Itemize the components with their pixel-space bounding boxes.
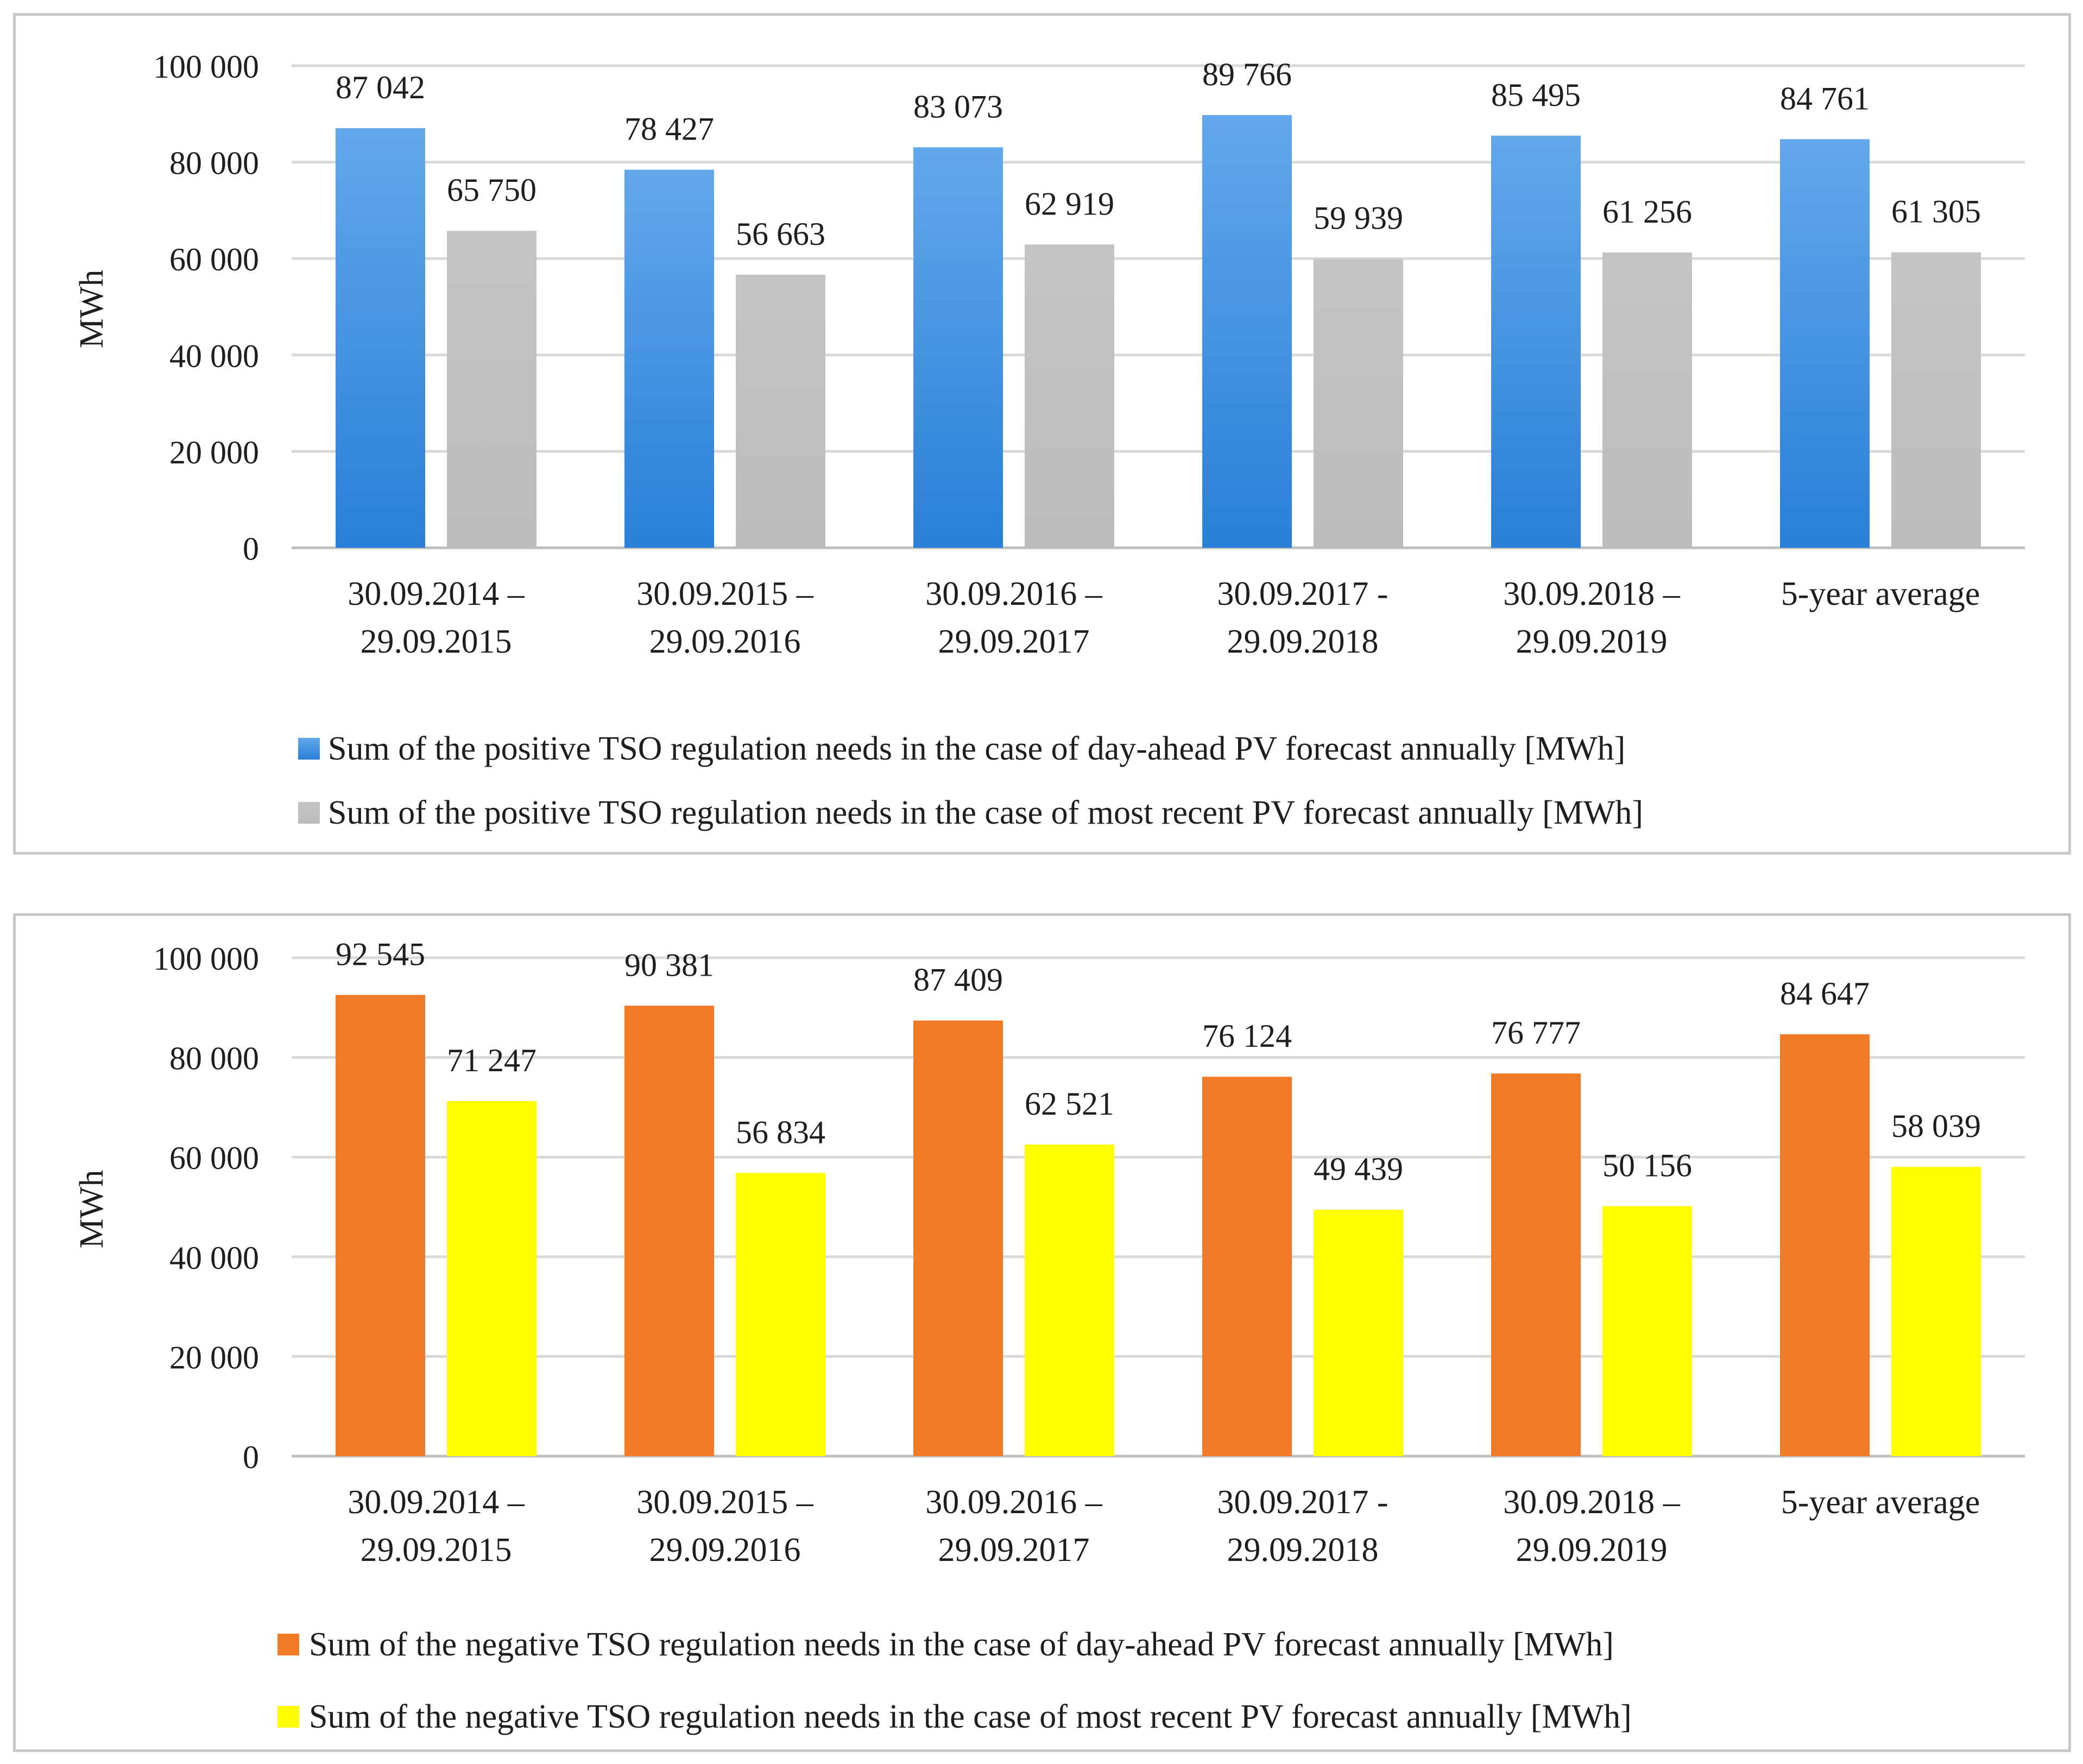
- x-category-label: 29.09.2017: [938, 623, 1090, 660]
- x-category-label: 30.09.2016 –: [925, 1484, 1103, 1521]
- x-category-label: 30.09.2016 –: [925, 576, 1103, 612]
- x-category-label: 29.09.2016: [649, 1532, 801, 1569]
- data-label: 92 545: [336, 936, 425, 972]
- data-label: 87 042: [336, 69, 425, 105]
- data-label: 76 124: [1202, 1018, 1292, 1054]
- bar-series-1: [1780, 1034, 1870, 1456]
- bar-series-2: [447, 1101, 536, 1456]
- y-tick-label: 40 000: [169, 1240, 259, 1276]
- x-category-label: 29.09.2019: [1516, 1532, 1668, 1569]
- data-label: 50 156: [1602, 1148, 1692, 1184]
- y-tick-label: 0: [243, 531, 259, 567]
- bar-series-2: [1025, 1145, 1114, 1456]
- legend-label: Sum of the negative TSO regulation needs…: [309, 1626, 1614, 1663]
- x-category-label: 30.09.2014 –: [348, 1484, 525, 1521]
- data-label: 58 039: [1891, 1108, 1981, 1144]
- data-label: 62 521: [1025, 1086, 1114, 1122]
- x-category-label: 30.09.2017 -: [1217, 1484, 1388, 1521]
- bar-series-1: [336, 128, 425, 548]
- y-tick-label: 60 000: [169, 1140, 259, 1176]
- x-category-label: 29.09.2016: [649, 623, 801, 660]
- x-category-label: 30.09.2018 –: [1503, 576, 1681, 612]
- positive-regulation-chart-panel: 0 20 000 40 000 60 000 80 000 100 000 MWh 87 04…: [13, 13, 2071, 855]
- data-label: 89 766: [1202, 56, 1292, 92]
- bar-series-2: [1025, 244, 1114, 548]
- data-label: 90 381: [624, 947, 714, 983]
- bar-series-1: [624, 169, 714, 548]
- bar-series-1: [1491, 135, 1581, 548]
- legend-label: Sum of the positive TSO regulation needs…: [328, 794, 1643, 831]
- bar-series-1: [336, 995, 425, 1456]
- positive-regulation-bar-chart: 0 20 000 40 000 60 000 80 000 100 000 MWh 87 04…: [73, 49, 2025, 831]
- legend-swatch: [298, 738, 320, 760]
- y-tick-label: 80 000: [169, 1041, 259, 1077]
- legend-swatch: [298, 802, 320, 824]
- legend-swatch: [277, 1634, 299, 1655]
- x-category-label: 30.09.2017 -: [1217, 576, 1388, 612]
- x-category-label: 29.09.2015: [361, 1532, 512, 1569]
- x-category-label: 5-year average: [1781, 576, 1980, 612]
- bar-series-1: [913, 1020, 1003, 1456]
- bar-series-1: [624, 1006, 714, 1456]
- data-label: 84 761: [1780, 80, 1870, 116]
- x-category-label: 30.09.2015 –: [636, 576, 814, 612]
- data-label: 87 409: [913, 962, 1003, 998]
- x-category-label: 29.09.2018: [1227, 623, 1379, 660]
- negative-regulation-bar-chart: 0 20 000 40 000 60 000 80 000 100 000 MWh 92 54…: [73, 936, 2025, 1735]
- bar-series-1: [1202, 1077, 1292, 1456]
- bar-series-2: [1314, 1210, 1403, 1456]
- x-category-label: 30.09.2018 –: [1503, 1484, 1681, 1521]
- legend-label: Sum of the negative TSO regulation needs…: [309, 1698, 1632, 1735]
- data-label: 61 256: [1602, 194, 1692, 230]
- bar-series-2: [1891, 252, 1981, 548]
- y-tick-label: 40 000: [169, 338, 259, 374]
- bar-series-1: [1491, 1073, 1581, 1456]
- bar-series-2: [1314, 258, 1403, 548]
- bar-series-1: [913, 147, 1003, 548]
- bar-series-2: [1891, 1167, 1981, 1456]
- negative-regulation-chart-panel: 0 20 000 40 000 60 000 80 000 100 000 MWh 92 54…: [13, 913, 2071, 1752]
- data-label: 83 073: [913, 88, 1003, 124]
- legend-label: Sum of the positive TSO regulation needs…: [328, 730, 1625, 767]
- bar-series-1: [1780, 139, 1870, 548]
- data-label: 56 834: [736, 1114, 825, 1150]
- bar-series-2: [1602, 252, 1692, 548]
- y-tick-label: 100 000: [153, 941, 259, 977]
- x-category-label: 29.09.2017: [938, 1532, 1090, 1569]
- x-category-label: 30.09.2014 –: [348, 576, 525, 612]
- y-tick-label: 20 000: [169, 434, 259, 470]
- y-tick-label: 100 000: [153, 49, 259, 85]
- data-label: 84 647: [1780, 976, 1870, 1011]
- data-label: 65 750: [447, 172, 536, 208]
- data-label: 71 247: [447, 1042, 536, 1078]
- data-label: 76 777: [1491, 1015, 1581, 1051]
- bar-series-2: [1602, 1206, 1692, 1456]
- data-label: 85 495: [1491, 77, 1581, 113]
- data-label: 56 663: [736, 216, 825, 252]
- bar-series-1: [1202, 115, 1292, 548]
- data-label: 61 305: [1891, 194, 1981, 230]
- bar-series-2: [736, 1173, 825, 1456]
- x-category-label: 29.09.2018: [1227, 1532, 1379, 1569]
- data-label: 62 919: [1025, 186, 1114, 222]
- y-tick-label: 0: [243, 1439, 259, 1475]
- x-category-label: 30.09.2015 –: [636, 1484, 814, 1521]
- bar-series-2: [736, 274, 825, 548]
- y-axis-label: MWh: [73, 1170, 110, 1249]
- legend-swatch: [277, 1706, 299, 1728]
- data-label: 49 439: [1314, 1151, 1403, 1187]
- x-category-label: 29.09.2015: [361, 623, 512, 660]
- bar-series-2: [447, 231, 536, 548]
- data-label: 59 939: [1314, 200, 1403, 236]
- data-label: 78 427: [624, 111, 714, 147]
- y-tick-label: 80 000: [169, 146, 259, 181]
- y-axis-label: MWh: [73, 270, 110, 349]
- y-tick-label: 60 000: [169, 242, 259, 277]
- x-category-label: 29.09.2019: [1516, 623, 1668, 660]
- x-category-label: 5-year average: [1781, 1484, 1980, 1521]
- y-tick-label: 20 000: [169, 1339, 259, 1375]
